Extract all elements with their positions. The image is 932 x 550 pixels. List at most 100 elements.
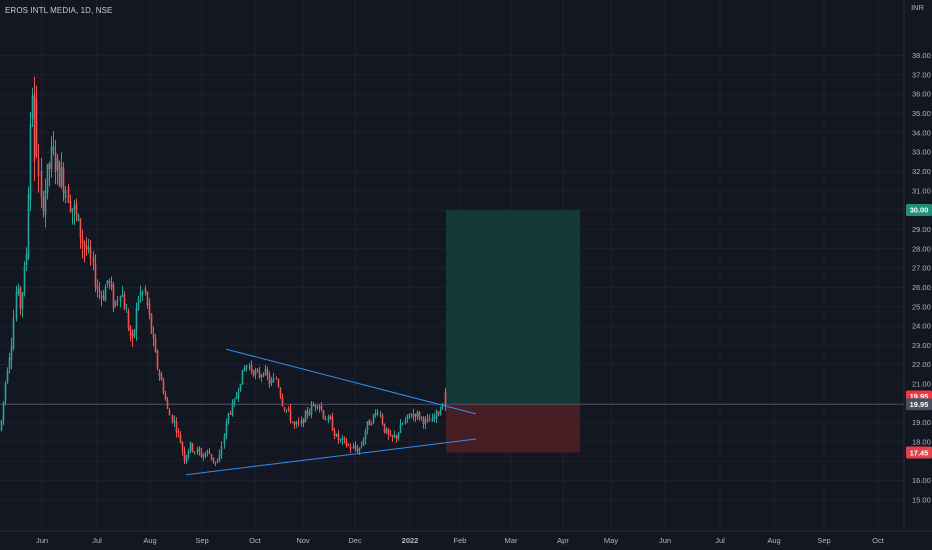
candle-body — [150, 313, 153, 333]
candle-body — [358, 447, 361, 451]
y-tick-label: 37.00 — [912, 70, 931, 79]
candle-body — [329, 415, 332, 419]
candle-body — [168, 410, 171, 416]
y-tick-label: 27.00 — [912, 264, 931, 273]
long-position-tool[interactable] — [0, 210, 904, 453]
candle-body — [231, 402, 234, 416]
y-tick-label: 25.00 — [912, 302, 931, 311]
candle-body — [268, 375, 271, 385]
candle-body — [102, 296, 105, 300]
candle-body — [314, 405, 317, 408]
y-tick-label: 29.00 — [912, 225, 931, 234]
candle-body — [208, 451, 211, 454]
x-tick-label: Jul — [715, 536, 725, 545]
candle-body — [200, 451, 203, 457]
candle-body — [310, 405, 313, 415]
candle-body — [289, 408, 292, 421]
candle-body — [275, 378, 278, 380]
candle-body — [435, 410, 438, 419]
candle-body — [364, 430, 367, 440]
candle-body — [139, 292, 142, 297]
candle-body — [156, 350, 159, 370]
candle-body — [300, 420, 303, 424]
candle-body — [108, 280, 111, 283]
candle-body — [297, 422, 300, 424]
candle-body — [206, 450, 209, 453]
candle-body — [0, 420, 3, 431]
candle-body — [412, 413, 415, 417]
candle-body — [389, 434, 392, 436]
price-tag — [906, 398, 932, 411]
candle-body — [127, 311, 130, 329]
candle-body — [175, 421, 178, 433]
candle-body — [243, 368, 246, 371]
currency-label: INR — [911, 3, 924, 12]
candle-body — [67, 186, 70, 204]
candle-body — [42, 196, 45, 212]
candle-body — [391, 435, 394, 438]
candle-body — [25, 254, 28, 266]
time-axis[interactable]: Jun Jul Aug Sep Oct Nov Dec 2022 Feb Mar Apr May Jun… — [0, 530, 932, 545]
candle-body — [77, 214, 80, 221]
y-tick-label: 32.00 — [912, 167, 931, 176]
candle-body — [366, 421, 369, 430]
candle-body — [225, 421, 228, 437]
candle-body — [316, 406, 319, 408]
candle-body — [56, 157, 59, 171]
candle-body — [241, 369, 244, 385]
candle-body — [293, 422, 296, 426]
candle-body — [52, 146, 55, 151]
candle-body — [152, 333, 155, 338]
candle-body — [71, 208, 74, 212]
candle-body — [92, 257, 95, 263]
candle-body — [183, 450, 186, 461]
profit-zone[interactable] — [446, 210, 580, 405]
candle-body — [235, 396, 238, 399]
candle-body — [94, 263, 97, 288]
y-tick-label: 34.00 — [912, 128, 931, 137]
currency-button[interactable]: INR — [911, 3, 924, 12]
candle-body — [33, 94, 36, 162]
trendline-upper-resistance[interactable] — [225, 348, 477, 415]
candle-body — [414, 413, 417, 418]
symbol-title[interactable]: EROS INTL MEDIA, 1D, NSE — [5, 6, 113, 15]
candle-body — [406, 414, 409, 420]
candle-body — [383, 423, 386, 433]
candle-body — [81, 239, 84, 243]
x-tick-label: Oct — [872, 536, 885, 545]
candle-body — [29, 123, 32, 200]
candle-body — [404, 419, 407, 424]
candle-body — [431, 417, 434, 422]
candle-body — [98, 290, 101, 293]
candle-body — [185, 455, 188, 463]
y-tick-label: 18.00 — [912, 438, 931, 447]
candle-body — [187, 451, 190, 458]
price-tag-label: 30.00 — [910, 206, 929, 215]
price-tag — [906, 204, 932, 217]
candle-body — [137, 298, 140, 310]
candle-body — [237, 391, 240, 398]
price-axis[interactable]: 15.00 16.00 18.00 19.00 21.00 22.00 23.00 24.00… — [903, 0, 931, 531]
candle-body — [144, 288, 147, 293]
candle-body — [210, 453, 213, 459]
candle-body — [4, 382, 7, 402]
candle-body — [254, 370, 257, 376]
candle-body — [368, 419, 371, 426]
trendlines[interactable] — [185, 348, 477, 476]
candle-body — [89, 247, 92, 258]
x-tick-label: Jun — [36, 536, 48, 545]
candle-body — [214, 461, 217, 463]
candle-body — [73, 205, 76, 209]
y-tick-label: 19.00 — [912, 418, 931, 427]
candle-body — [337, 434, 340, 441]
candle-body — [331, 417, 334, 431]
candle-body — [50, 146, 53, 170]
candle-body — [6, 369, 9, 383]
x-tick-label: Oct — [249, 536, 262, 545]
candle-body — [58, 161, 61, 187]
trendline-lower-support[interactable] — [185, 438, 477, 476]
candle-body — [216, 462, 219, 464]
candle-body — [223, 435, 226, 445]
candle-body — [85, 245, 88, 250]
